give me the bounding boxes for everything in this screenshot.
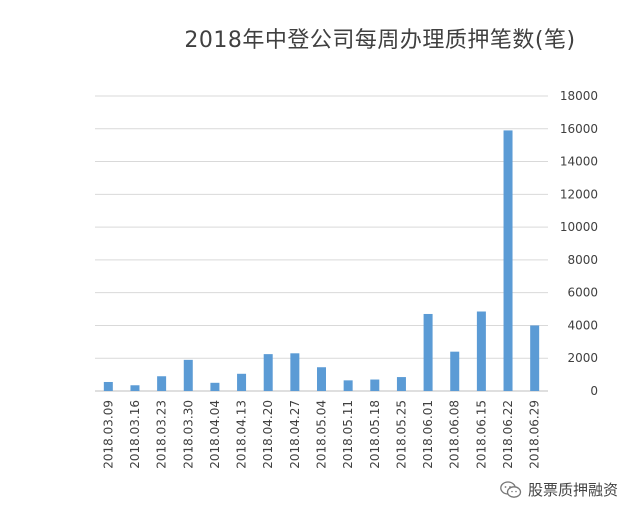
bar bbox=[130, 385, 140, 391]
y-tick-labels: 0 2000 4000 6000 8000 10000 12000 14000 16000 180… bbox=[560, 89, 598, 398]
chart-title: 2018年中登公司每周办理质押笔数(笔) bbox=[184, 28, 576, 53]
x-tick-label: 2018.04.04 bbox=[208, 400, 222, 469]
watermark: 股票质押融资 bbox=[500, 479, 618, 500]
x-tick-label: 2018.05.11 bbox=[341, 400, 355, 469]
bar bbox=[450, 351, 460, 391]
bar bbox=[157, 376, 167, 391]
bar bbox=[263, 354, 273, 391]
x-tick-label: 2018.06.08 bbox=[448, 400, 462, 469]
bar bbox=[530, 325, 540, 391]
y-tick-label: 6000 bbox=[567, 286, 598, 300]
bar bbox=[183, 359, 193, 391]
bars bbox=[103, 130, 540, 391]
bar bbox=[317, 367, 326, 391]
y-tick-label: 16000 bbox=[560, 122, 598, 136]
grid-lines bbox=[95, 95, 548, 392]
bar bbox=[370, 379, 380, 391]
y-tick-label: 12000 bbox=[560, 187, 598, 201]
y-tick-label: 4000 bbox=[567, 318, 598, 332]
y-tick-label: 14000 bbox=[560, 155, 598, 169]
x-tick-label: 2018.05.18 bbox=[368, 400, 382, 469]
x-tick-labels: 2018.03.09 2018.03.16 2018.03.23 2018.03.30… bbox=[101, 400, 541, 469]
bar bbox=[103, 381, 113, 391]
x-tick-label: 2018.06.29 bbox=[528, 400, 542, 469]
wechat-icon bbox=[500, 480, 522, 498]
x-tick-label: 2018.05.25 bbox=[394, 400, 408, 469]
watermark-text: 股票质押融资 bbox=[527, 481, 618, 499]
y-tick-label: 2000 bbox=[567, 351, 598, 365]
x-tick-label: 2018.03.09 bbox=[101, 400, 115, 469]
x-tick-label: 2018.06.15 bbox=[474, 400, 488, 469]
x-tick-label: 2018.06.22 bbox=[501, 400, 515, 469]
y-tick-label: 18000 bbox=[560, 89, 598, 103]
x-tick-label: 2018.03.16 bbox=[128, 400, 142, 469]
x-tick-label: 2018.04.13 bbox=[235, 400, 249, 469]
x-tick-label: 2018.03.30 bbox=[181, 400, 195, 469]
x-tick-label: 2018.03.23 bbox=[155, 400, 169, 469]
bar bbox=[343, 380, 353, 391]
y-tick-label: 10000 bbox=[560, 220, 598, 234]
bar bbox=[396, 377, 406, 391]
x-tick-label: 2018.06.01 bbox=[421, 400, 435, 469]
bar bbox=[237, 373, 247, 391]
x-tick-label: 2018.05.04 bbox=[315, 400, 329, 469]
x-tick-label: 2018.04.27 bbox=[288, 400, 302, 469]
y-tick-label: 8000 bbox=[567, 253, 598, 267]
y-tick-label: 0 bbox=[590, 384, 598, 398]
bar bbox=[476, 311, 486, 391]
bar bbox=[290, 353, 300, 391]
bar bbox=[423, 313, 433, 391]
bar bbox=[210, 382, 220, 391]
bar bbox=[503, 130, 513, 391]
x-tick-label: 2018.04.20 bbox=[261, 400, 275, 469]
